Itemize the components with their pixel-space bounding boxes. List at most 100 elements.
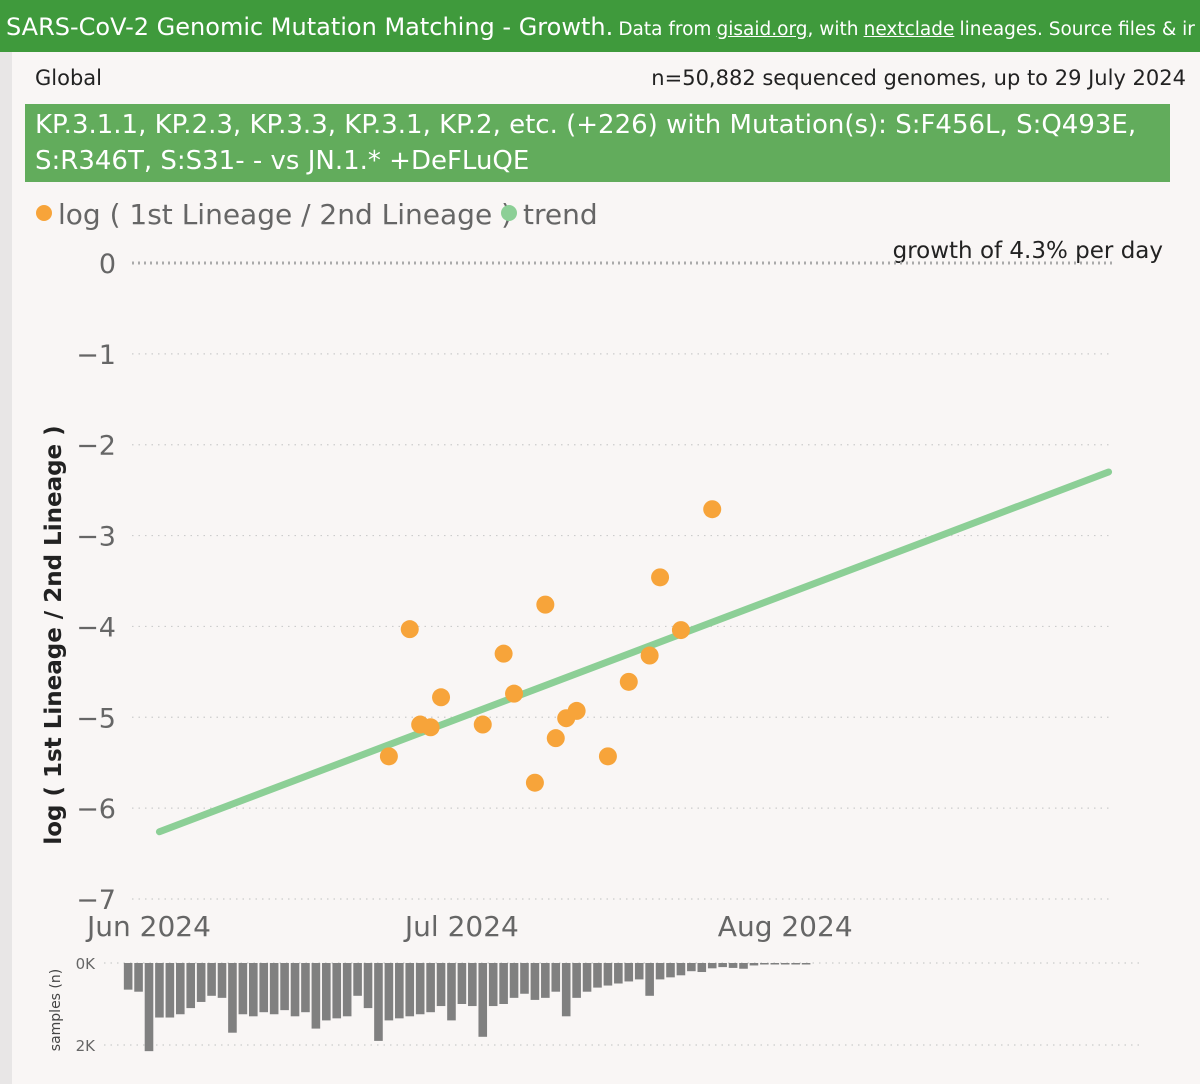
legend-marker-log-ratio (36, 205, 52, 221)
samples-bar (332, 963, 342, 1019)
samples-bar (801, 963, 811, 965)
data-point (525, 773, 544, 792)
lineage-title-line-1: KP.3.1.1, KP.2.3, KP.3.3, KP.3.1, KP.2, … (35, 110, 1137, 140)
samples-bar (697, 963, 707, 973)
trend-line (155, 468, 1113, 836)
data-point (536, 595, 555, 614)
samples-bar (593, 963, 602, 988)
growth-rate-annotation: growth of 4.3% per day (893, 238, 1163, 264)
data-point (651, 568, 670, 587)
nextclade-link[interactable]: nextclade (863, 19, 955, 40)
gridlines (132, 261, 1112, 900)
x-tick-label: Jul 2024 (403, 910, 519, 943)
samples-bar (342, 963, 352, 1017)
samples-bar (290, 963, 300, 1017)
samples-bar (666, 963, 675, 978)
data-source-middle: , with (807, 19, 859, 40)
samples-tick-label: 0K (76, 955, 97, 973)
x-tick-label: Aug 2024 (718, 910, 853, 943)
samples-bar (530, 963, 540, 1000)
data-point (671, 621, 690, 640)
samples-bar (175, 963, 185, 1015)
samples-bar (353, 963, 362, 996)
data-source-suffix: lineages. Source files & ir (959, 19, 1195, 40)
y-tick-label: −6 (76, 794, 116, 825)
samples-bar (217, 963, 227, 998)
gisaid-link[interactable]: gisaid.org (716, 19, 808, 40)
samples-bar (614, 963, 623, 984)
y-tick-label: 0 (99, 249, 116, 280)
samples-bar (259, 963, 269, 1013)
samples-bar (374, 963, 383, 1041)
legend-label-log-ratio: log ( 1st Lineage / 2nd Lineage ) (58, 198, 512, 231)
samples-bar (582, 963, 592, 992)
samples-bar (749, 963, 759, 966)
samples-bar (561, 963, 571, 1017)
data-point (400, 620, 419, 639)
data-point (546, 729, 565, 748)
growth-chart: log ( 1st Lineage / 2nd Lineage ) trend … (36, 198, 1163, 1055)
y-tick-label: −3 (76, 522, 116, 553)
samples-bar (311, 963, 321, 1029)
trend-line-group (155, 468, 1113, 836)
samples-bar (269, 963, 279, 1015)
samples-axis-label: samples (n) (48, 969, 64, 1051)
samples-bar (655, 963, 665, 980)
samples-bar (322, 963, 331, 1021)
lineage-title-line-2: S:R346T, S:S31- - vs JN.1.* +DeFLuQE (35, 146, 530, 176)
samples-bar (415, 963, 425, 1015)
data-point (619, 672, 638, 691)
samples-bar (436, 963, 446, 1007)
samples-bars (123, 963, 811, 1052)
data-point (703, 500, 722, 519)
samples-gridlines (104, 962, 1142, 1046)
samples-bar (760, 963, 769, 965)
samples-bar (134, 963, 143, 992)
data-point (640, 646, 659, 665)
samples-bar (363, 963, 373, 1009)
samples-bar (718, 963, 727, 968)
samples-bar (739, 963, 748, 969)
samples-bar (770, 963, 780, 965)
samples-bar (634, 963, 644, 980)
data-point (421, 718, 440, 737)
samples-bar (280, 963, 289, 1011)
samples-bar (676, 963, 686, 976)
app-header: SARS-CoV-2 Genomic Mutation Matching - G… (0, 0, 1200, 52)
y-axis-label: log ( 1st Lineage / 2nd Lineage ) (41, 425, 67, 844)
y-tick-label: −5 (76, 703, 116, 734)
samples-bar (196, 963, 206, 1002)
y-tick-label: −2 (76, 431, 116, 462)
samples-bar (645, 963, 654, 996)
samples-bar (509, 963, 519, 998)
samples-bar (395, 963, 404, 1019)
y-tick-label: −4 (76, 612, 116, 643)
samples-tick-labels: 0K 2K (76, 955, 97, 1055)
x-tick-labels: Jun 2024 Jul 2024 Aug 2024 (85, 910, 853, 943)
samples-bar (488, 963, 498, 1007)
data-point (567, 701, 586, 720)
samples-bar (707, 963, 717, 969)
samples-bar (249, 963, 258, 1017)
data-point (505, 684, 524, 703)
samples-bar (499, 963, 508, 1004)
data-point (473, 715, 492, 734)
legend: log ( 1st Lineage / 2nd Lineage ) trend (36, 198, 598, 231)
samples-bar (551, 963, 561, 992)
data-point (432, 688, 451, 707)
y-tick-label: −1 (76, 340, 116, 371)
samples-bar (478, 963, 488, 1037)
y-tick-label: −7 (76, 885, 116, 916)
data-source-prefix: Data from (618, 19, 712, 40)
samples-bar (123, 963, 133, 990)
samples-bar (207, 963, 216, 996)
y-tick-labels: 0 −1 −2 −3 −4 −5 −6 −7 (76, 249, 116, 916)
samples-bar (791, 963, 800, 965)
samples-bar (457, 963, 467, 1004)
samples-bar (687, 963, 696, 972)
data-point (494, 644, 513, 663)
chart-panel: Global n=50,882 sequenced genomes, up to… (12, 52, 1200, 1084)
samples-bar (603, 963, 613, 986)
region-label: Global (35, 66, 102, 90)
data-point (379, 747, 398, 766)
